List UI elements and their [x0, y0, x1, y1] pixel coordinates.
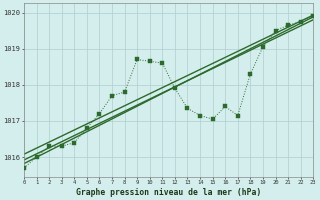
X-axis label: Graphe pression niveau de la mer (hPa): Graphe pression niveau de la mer (hPa)	[76, 188, 261, 197]
